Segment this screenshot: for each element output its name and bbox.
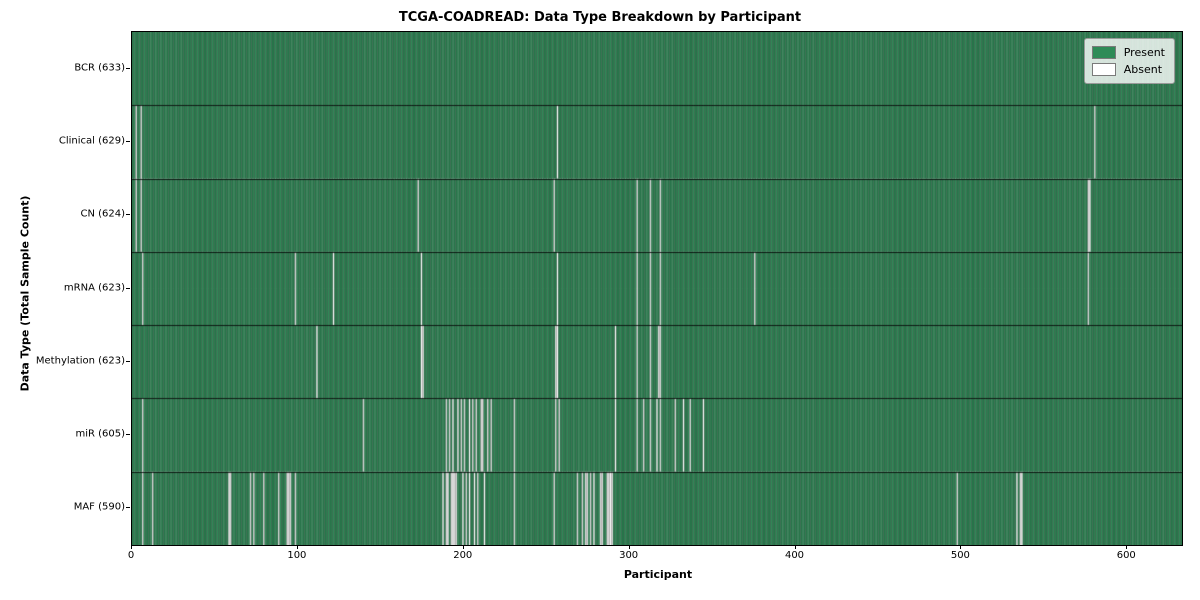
y-tick-label: Clinical (629)	[58, 135, 125, 147]
y-tick-label: CN (624)	[80, 208, 125, 220]
legend-present-label: Present	[1123, 46, 1165, 59]
plot-area: Present Absent	[131, 31, 1183, 546]
x-tick-label: 100	[287, 550, 307, 561]
legend-present-swatch-icon	[1091, 46, 1116, 59]
y-tick-label: mRNA (623)	[63, 282, 125, 293]
x-tick-label: 500	[950, 550, 970, 561]
legend-absent-swatch-icon	[1091, 63, 1116, 76]
x-tick-mark	[960, 545, 961, 549]
y-tick-mark	[126, 434, 130, 435]
x-tick-label: 600	[1116, 550, 1136, 561]
x-tick-label: 400	[784, 550, 805, 561]
legend-absent-label: Absent	[1123, 63, 1163, 76]
x-axis-label: Participant	[623, 568, 693, 581]
legend-entry-present: Present	[1091, 44, 1165, 61]
y-tick-mark	[126, 68, 130, 69]
y-tick-mark	[126, 361, 130, 362]
x-tick-mark	[795, 545, 796, 549]
y-tick-label: MAF (590)	[73, 501, 125, 513]
heatmap-canvas	[132, 32, 1182, 545]
y-tick-label: Methylation (623)	[35, 355, 125, 367]
x-tick-label: 300	[619, 550, 639, 561]
y-axis-label: Data Type (Total Sample Count)	[18, 195, 32, 392]
chart-title: TCGA-COADREAD: Data Type Breakdown by Pa…	[398, 10, 802, 25]
x-tick-mark	[463, 545, 464, 549]
y-tick-mark	[126, 507, 130, 508]
x-tick-label: 0	[127, 550, 135, 561]
x-tick-mark	[629, 545, 630, 549]
y-tick-label: BCR (633)	[74, 62, 125, 74]
y-tick-label: miR (605)	[75, 428, 125, 440]
x-tick-mark	[1126, 545, 1127, 549]
y-tick-mark	[126, 141, 130, 142]
legend-entry-absent: Absent	[1091, 61, 1165, 78]
y-tick-mark	[126, 288, 130, 289]
legend: Present Absent	[1083, 38, 1175, 84]
x-tick-mark	[297, 545, 298, 549]
x-tick-mark	[131, 545, 132, 549]
x-tick-label: 200	[453, 550, 473, 561]
y-tick-mark	[126, 214, 130, 215]
